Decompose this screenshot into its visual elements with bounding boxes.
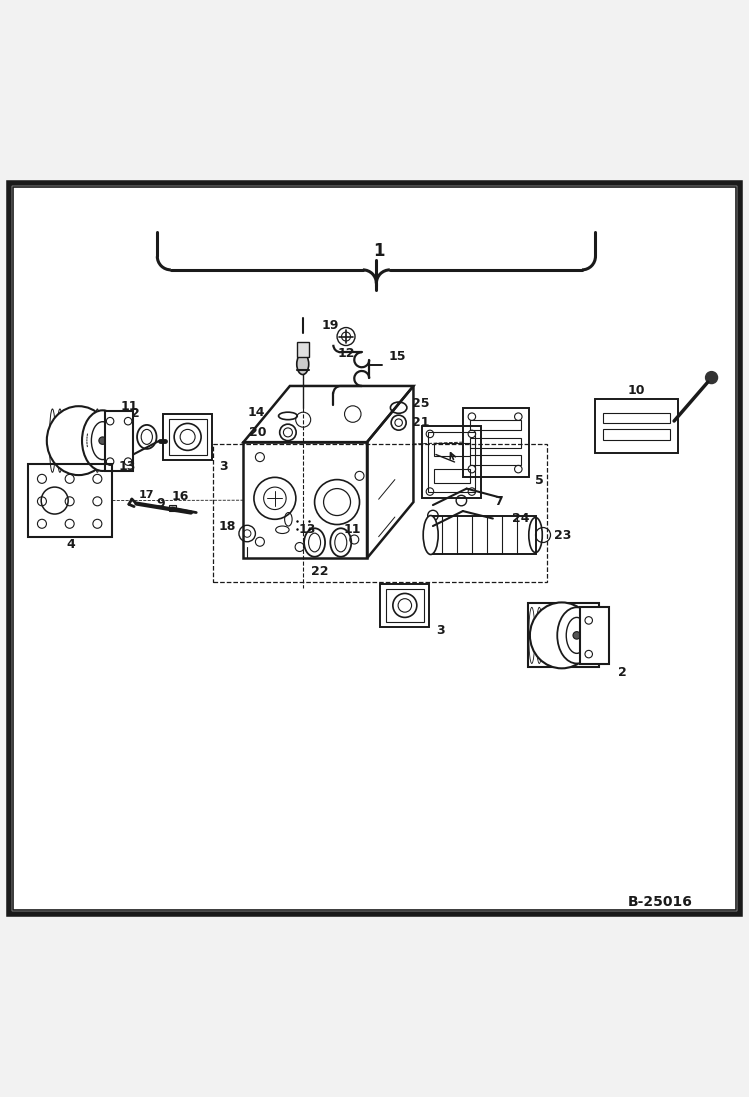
Bar: [470, 438, 521, 449]
Bar: [470, 455, 521, 465]
Bar: [163, 414, 212, 460]
Text: 16: 16: [171, 489, 189, 502]
Text: 3: 3: [219, 460, 228, 473]
Bar: [243, 442, 367, 558]
Bar: [169, 505, 176, 511]
Ellipse shape: [297, 353, 309, 374]
Text: 18: 18: [219, 520, 236, 532]
Bar: [603, 412, 670, 423]
Bar: [428, 432, 475, 491]
Bar: [213, 443, 547, 583]
Text: 23: 23: [554, 529, 571, 542]
Bar: [422, 427, 481, 498]
Text: 1: 1: [373, 242, 384, 260]
Bar: [528, 603, 599, 667]
Text: 11: 11: [120, 399, 138, 412]
Text: 4: 4: [66, 539, 75, 552]
Circle shape: [573, 632, 580, 640]
Bar: [434, 470, 470, 483]
Text: 13: 13: [298, 522, 316, 535]
Text: 20: 20: [249, 426, 267, 439]
Bar: [380, 584, 429, 627]
Ellipse shape: [423, 516, 438, 554]
Bar: [28, 464, 112, 538]
Text: 9: 9: [156, 497, 165, 510]
Bar: [169, 419, 207, 455]
Text: 7: 7: [494, 495, 503, 508]
Ellipse shape: [47, 406, 111, 475]
Text: 11: 11: [343, 522, 361, 535]
Text: 3: 3: [437, 624, 446, 637]
Text: 2: 2: [618, 666, 627, 679]
Bar: [595, 399, 678, 453]
Text: 25: 25: [412, 397, 430, 409]
Text: 13: 13: [118, 460, 136, 473]
Bar: [105, 410, 133, 471]
Circle shape: [706, 372, 718, 384]
Text: 14: 14: [248, 406, 265, 419]
Ellipse shape: [82, 410, 123, 471]
Text: 15: 15: [388, 350, 406, 362]
Bar: [470, 420, 521, 430]
Text: 21: 21: [412, 416, 430, 429]
Bar: [580, 607, 609, 664]
Ellipse shape: [557, 608, 596, 664]
Bar: [463, 408, 529, 476]
Ellipse shape: [530, 602, 593, 668]
Text: 5: 5: [535, 474, 544, 487]
Text: 24: 24: [512, 512, 529, 525]
Bar: [297, 341, 309, 357]
Text: B-25016: B-25016: [628, 895, 693, 909]
Text: 12: 12: [337, 347, 355, 360]
Bar: [431, 516, 536, 554]
Bar: [434, 443, 470, 456]
Text: 19: 19: [321, 318, 339, 331]
Text: 22: 22: [312, 565, 329, 578]
Circle shape: [99, 437, 106, 444]
Bar: [386, 589, 424, 622]
Text: 2: 2: [131, 407, 140, 420]
Bar: [603, 429, 670, 440]
Text: 17: 17: [139, 489, 154, 499]
Text: 10: 10: [628, 384, 646, 397]
